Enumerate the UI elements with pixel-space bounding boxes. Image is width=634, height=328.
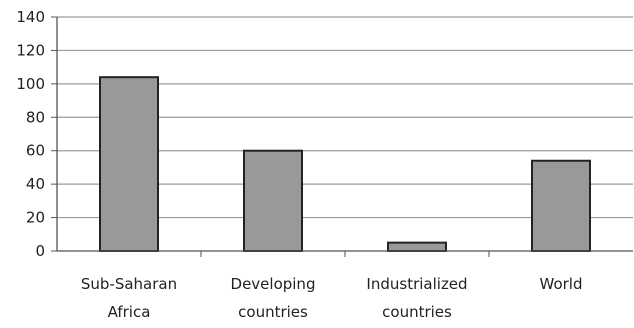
- bar: [99, 76, 159, 252]
- x-category-label: Developing: [231, 275, 316, 293]
- bar: [243, 149, 303, 252]
- bar: [531, 159, 591, 252]
- x-category-label: countries: [238, 303, 308, 321]
- x-category-label: Industrialized: [366, 275, 467, 293]
- x-category-label: countries: [382, 303, 452, 321]
- y-tick-label: 60: [26, 142, 45, 160]
- axes: [51, 16, 633, 257]
- bars: [99, 76, 591, 252]
- y-tick-label: 40: [26, 175, 45, 193]
- bar: [387, 241, 447, 252]
- x-axis-category-labels: Sub-Saharan Africa Developing countries Indu…: [81, 275, 583, 321]
- y-tick-label: 80: [26, 108, 45, 126]
- y-tick-label: 100: [16, 75, 45, 93]
- y-tick-label: 120: [16, 41, 45, 59]
- y-tick-label: 20: [26, 209, 45, 227]
- x-category-label: Africa: [108, 303, 151, 321]
- y-tick-label: 0: [35, 242, 45, 260]
- x-category-label: World: [540, 275, 583, 293]
- y-axis-tick-labels: 0 20 40 60 80 100 120 140: [16, 8, 45, 260]
- x-category-label: Sub-Saharan: [81, 275, 177, 293]
- y-tick-label: 140: [16, 8, 45, 26]
